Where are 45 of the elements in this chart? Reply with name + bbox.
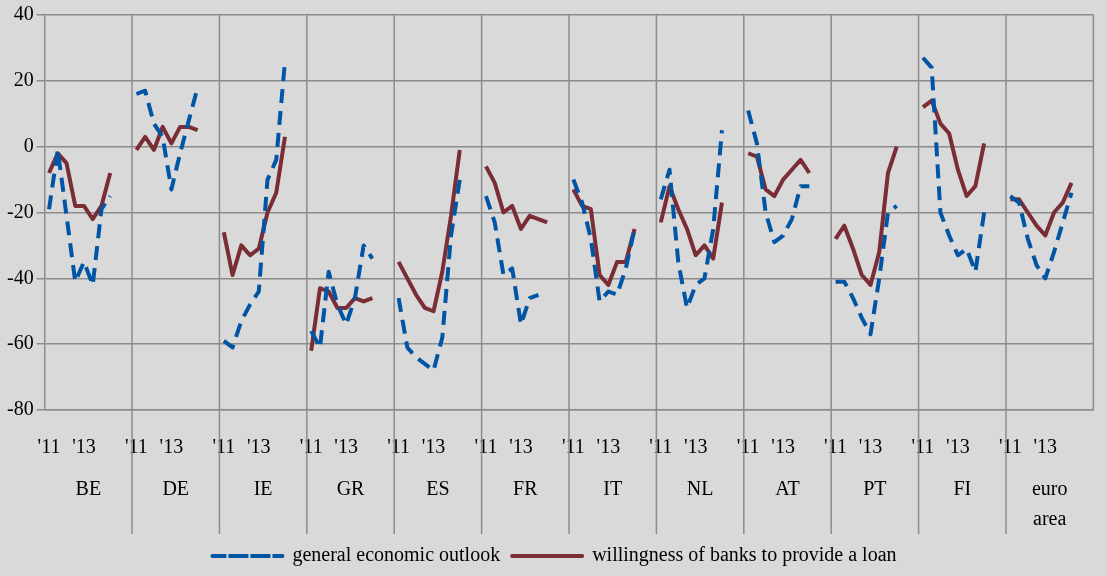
text: FI — [953, 477, 972, 500]
x-tick-label: '13 — [771, 435, 795, 458]
x-tick-label: '11 — [474, 435, 498, 458]
y-tick-label: -60 — [6, 331, 34, 354]
text: FR — [513, 477, 539, 500]
x-tick-label: '11 — [824, 435, 847, 458]
x-tick-label: '11 — [212, 435, 236, 458]
y-tick-label: -40 — [6, 265, 34, 288]
y-tick-label: 0 — [23, 133, 34, 156]
x-tick-label: '13 — [683, 435, 708, 458]
y-tick-label: -80 — [6, 397, 34, 420]
x-tick-label: '13 — [334, 435, 358, 458]
x-tick-label: '13 — [858, 435, 883, 458]
legend-label: willingness of banks to provide a loan — [592, 543, 897, 567]
x-tick-label: '13 — [72, 435, 96, 458]
x-tick-label: '11 — [387, 435, 411, 458]
x-tick-label: '13 — [946, 435, 970, 458]
x-tick-label: '11 — [299, 435, 323, 458]
x-tick-label: '13 — [509, 435, 533, 458]
text: BE — [75, 477, 102, 500]
x-tick-label: '13 — [246, 435, 271, 458]
x-tick-label: '13 — [159, 435, 184, 458]
y-tick-label: 20 — [13, 68, 34, 91]
text: PT — [863, 477, 887, 500]
text: ES — [426, 477, 450, 500]
legend-label: general economic outlook — [292, 543, 501, 567]
text: AT — [775, 477, 800, 500]
text: IT — [603, 477, 623, 500]
text: NL — [686, 477, 714, 500]
x-tick-label: '11 — [998, 435, 1022, 458]
x-tick-label: '13 — [596, 435, 621, 458]
x-tick-label: '11 — [37, 435, 61, 458]
x-tick-label: '11 — [911, 435, 935, 458]
x-tick-label: '11 — [561, 435, 585, 458]
x-tick-label: '11 — [649, 435, 673, 458]
x-tick-label: '11 — [124, 435, 148, 458]
text: DE — [162, 477, 190, 500]
x-tick-label: '11 — [736, 435, 760, 458]
text: GR — [336, 477, 366, 500]
y-tick-label: 40 — [13, 2, 34, 25]
text: euro area — [1031, 477, 1068, 530]
x-tick-label: '13 — [1033, 435, 1058, 458]
x-tick-label: '13 — [421, 435, 446, 458]
y-tick-label: -20 — [6, 199, 34, 222]
text: IE — [253, 477, 273, 500]
